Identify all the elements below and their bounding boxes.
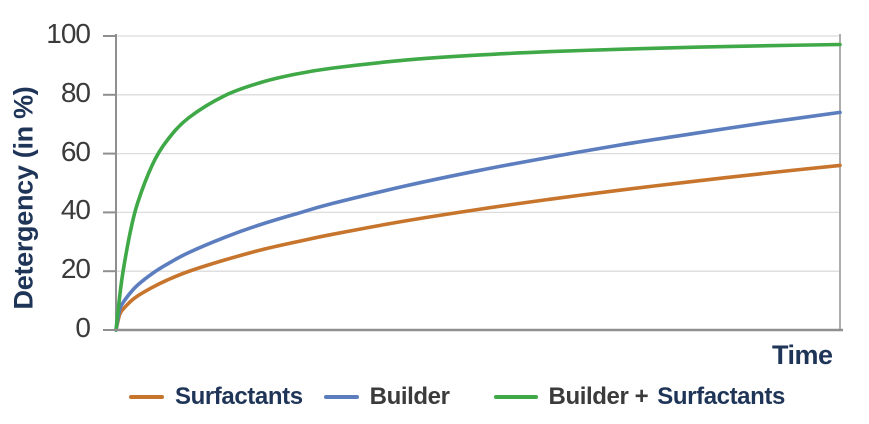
legend-label: Builder <box>370 383 450 411</box>
legend-label-part: Surfactants <box>175 383 303 410</box>
legend-item-builder: Builder <box>323 383 450 411</box>
legend-swatch-builder <box>323 395 359 399</box>
y-tick-label-60: 60 <box>60 135 91 167</box>
legend-item-builder-surfactants: Builder + Surfactants <box>493 383 786 411</box>
gridlines <box>116 35 840 272</box>
legend-swatch-builder-surfactants <box>493 395 538 399</box>
legend-label: Surfactants <box>175 383 303 411</box>
legend-item-surfactants: Surfactants <box>129 383 303 411</box>
legend-label-part: Builder <box>369 383 450 410</box>
series-line-builder-surfactants <box>114 42 842 332</box>
legend-label: Builder + Surfactants <box>548 383 786 411</box>
x-axis-title: Time <box>772 340 833 370</box>
legend-swatch-surfactants <box>129 395 164 399</box>
y-tick-label-20: 20 <box>60 253 91 285</box>
y-tick-label-0: 0 <box>75 312 91 343</box>
y-tick-label-80: 80 <box>60 76 91 108</box>
y-tick-label-100: 100 <box>46 18 91 49</box>
y-axis-ticks <box>103 35 116 331</box>
legend-label-part: Surfactants <box>657 383 785 410</box>
series-line-builder <box>114 110 842 332</box>
series-line-surfactants <box>114 163 842 332</box>
y-tick-label-40: 40 <box>60 194 91 226</box>
legend-label-part: Builder + <box>548 383 649 410</box>
chart-legend: Surfactants Builder Builder + Surfactants <box>129 381 785 413</box>
